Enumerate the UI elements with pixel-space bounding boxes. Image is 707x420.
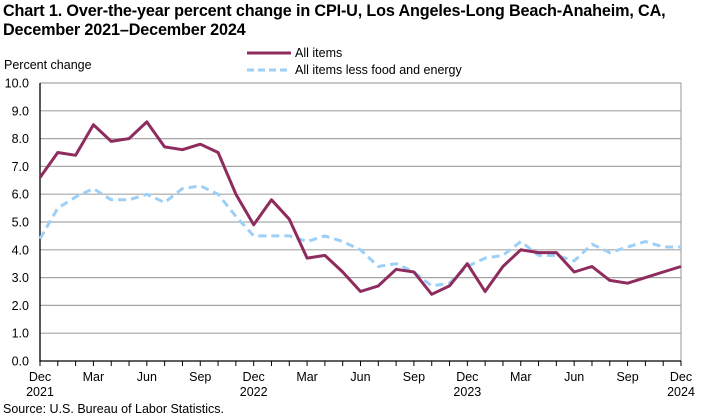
y-tick-label: 9.0 xyxy=(12,104,29,118)
legend-label-core: All items less food and energy xyxy=(295,62,462,77)
x-tick-label-year: 2024 xyxy=(667,385,695,399)
chart-title-line-1: Chart 1. Over-the-year percent change in… xyxy=(3,2,666,20)
x-tick-label-month: Jun xyxy=(350,370,370,384)
x-tick-label-month: Dec xyxy=(243,370,265,384)
x-tick-label-month: Mar xyxy=(296,370,318,384)
legend: All items All items less food and energy xyxy=(247,44,462,78)
y-axis-label: Percent change xyxy=(4,58,92,72)
axes xyxy=(39,83,682,366)
x-tick-label-month: Dec xyxy=(670,370,692,384)
x-tick-label-year: 2021 xyxy=(26,385,54,399)
x-tick-label-month: Sep xyxy=(189,370,211,384)
legend-swatch-dashed xyxy=(247,65,291,75)
legend-item-core: All items less food and energy xyxy=(247,61,462,78)
chart-title-line-2: December 2021–December 2024 xyxy=(3,21,246,39)
x-tick-label-month: Dec xyxy=(456,370,478,384)
y-tick-label: 2.0 xyxy=(12,299,29,313)
series-line-core xyxy=(38,184,681,288)
y-tick-labels: 0.0 1.0 2.0 3.0 4.0 5.0 6.0 7.0 8.0 9.0 10.0 xyxy=(5,77,29,369)
y-tick-label: 8.0 xyxy=(12,132,29,146)
y-tick-label: 5.0 xyxy=(12,216,29,230)
source-note: Source: U.S. Bureau of Labor Statistics. xyxy=(3,402,224,416)
x-tick-label-month: Dec xyxy=(29,370,51,384)
series-line-all-items xyxy=(38,120,682,296)
x-tick-label-month: Sep xyxy=(616,370,638,384)
x-tick-label-month: Sep xyxy=(403,370,425,384)
x-tick-label-month: Jun xyxy=(137,370,157,384)
y-tick-label: 3.0 xyxy=(12,271,29,285)
y-tick-label: 7.0 xyxy=(12,160,29,174)
legend-swatch-solid xyxy=(247,48,291,58)
y-tick-label: 0.0 xyxy=(12,355,29,369)
legend-item-all-items: All items xyxy=(247,44,462,61)
series-lines xyxy=(38,120,682,296)
y-tick-label: 10.0 xyxy=(5,77,29,91)
x-tick-label-month: Mar xyxy=(510,370,532,384)
x-tick-label-month: Mar xyxy=(83,370,105,384)
y-tick-label: 6.0 xyxy=(12,188,29,202)
legend-label-all-items: All items xyxy=(295,45,343,60)
x-tick-label-year: 2023 xyxy=(453,385,481,399)
x-tick-label-month: Jun xyxy=(564,370,584,384)
chart-title: Chart 1. Over-the-year percent change in… xyxy=(3,2,707,40)
gridlines xyxy=(40,82,682,361)
x-tick-label-year: 2022 xyxy=(240,385,268,399)
y-tick-label: 4.0 xyxy=(12,243,29,257)
y-tick-label: 1.0 xyxy=(12,327,29,341)
